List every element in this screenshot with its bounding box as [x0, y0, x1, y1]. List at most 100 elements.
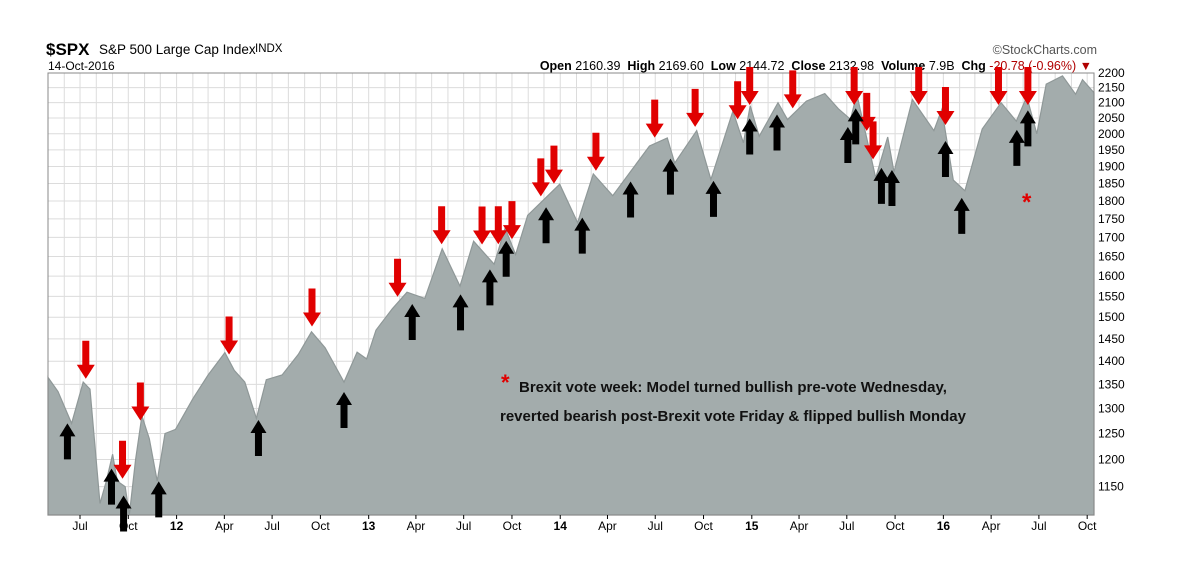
sell-signal-arrow [909, 67, 928, 105]
x-tick-label: 12 [170, 519, 184, 533]
sell-signal-arrow [586, 132, 605, 171]
sell-signal-arrow [783, 70, 802, 109]
y-tick-label: 1650 [1098, 249, 1125, 263]
sell-signal-arrow [388, 258, 407, 297]
y-tick-label: 1450 [1098, 332, 1125, 346]
x-tick-label: Jul [839, 519, 854, 533]
x-tick-label: Jul [648, 519, 663, 533]
open-value: 2160.39 [575, 59, 621, 73]
y-tick-label: 1200 [1098, 453, 1125, 467]
buy-signal-arrow [883, 170, 900, 207]
sell-signal-arrow [845, 67, 864, 105]
sell-signal-arrow [1018, 67, 1037, 105]
index-tag: INDX [255, 43, 283, 55]
sell-signal-arrow [502, 201, 521, 240]
sell-signal-arrow [113, 440, 132, 479]
y-tick-label: 1550 [1098, 289, 1125, 303]
buy-signal-arrow [622, 181, 639, 218]
sell-signal-arrow [936, 87, 955, 126]
volume-label: Volume [881, 59, 926, 73]
x-tick-label: Jul [1031, 519, 1046, 533]
x-tick-label: 15 [745, 519, 759, 533]
ohlc-readout: Open 2160.39 High 2169.60 Low 2144.72 Cl… [540, 59, 1092, 73]
buy-signal-arrow [705, 180, 722, 217]
y-tick-label: 1300 [1098, 401, 1125, 415]
buy-signal-arrow [336, 392, 353, 429]
y-tick-label: 1700 [1098, 230, 1125, 244]
brexit-asterisk-marker: * [1022, 189, 1032, 216]
close-value: 2132.98 [828, 59, 875, 73]
buy-signal-arrow [847, 108, 864, 145]
high-label: High [627, 59, 656, 73]
sell-signal-arrow [302, 288, 321, 327]
x-tick-label: Apr [790, 519, 809, 533]
plot-frame [47, 72, 1095, 516]
y-tick-label: 1750 [1098, 212, 1125, 226]
buy-signal-arrow [498, 240, 515, 277]
y-tick-label: 1950 [1098, 143, 1125, 157]
chg-down-icon: ▼ [1079, 59, 1092, 73]
y-tick-label: 1850 [1098, 176, 1125, 190]
buy-signal-arrow [873, 167, 890, 204]
low-label: Low [710, 59, 736, 73]
x-tick-label: Apr [598, 519, 617, 533]
price-area [47, 75, 1095, 516]
sell-signal-arrow [728, 81, 747, 120]
brand-watermark: ©StockCharts.com [992, 43, 1097, 57]
x-tick-label: 16 [937, 519, 951, 533]
x-tick-label: 13 [362, 519, 376, 533]
buy-signal-arrow [953, 197, 970, 234]
sell-signal-arrow [645, 99, 664, 138]
x-tick-label: Oct [311, 519, 330, 533]
x-tick-label: Jul [264, 519, 279, 533]
sell-signal-arrow [544, 145, 563, 184]
buy-signal-arrow [481, 269, 498, 306]
note-asterisk: * [501, 370, 510, 395]
y-tick-label: 1150 [1098, 480, 1124, 494]
annotation: * Brexit vote week: Model turned bullish… [500, 189, 1032, 425]
buy-signal-arrow [250, 420, 267, 457]
chg-value: -20.78 (-0.96%) [989, 59, 1077, 73]
x-tick-label: Apr [982, 519, 1001, 533]
y-tick-label: 2150 [1098, 81, 1125, 95]
sell-signal-arrow [989, 67, 1008, 105]
buy-signal-arrow [741, 118, 758, 155]
sell-signal-arrow [864, 121, 883, 160]
sell-signal-arrow [220, 316, 239, 355]
sell-signal-arrow [76, 340, 95, 379]
y-tick-label: 2000 [1098, 127, 1125, 141]
chg-label: Chg [961, 59, 986, 73]
buy-signal-arrow [59, 423, 76, 460]
buy-signal-arrow [768, 114, 785, 151]
volume-value: 7.9B [928, 59, 955, 73]
x-tick-label: Jul [456, 519, 471, 533]
buy-signal-arrow [452, 294, 469, 331]
sell-signal-arrow [686, 88, 705, 127]
x-tick-label: Jul [72, 519, 87, 533]
buy-signal-arrow [538, 207, 555, 244]
y-tick-label: 1800 [1098, 194, 1125, 208]
annotation-line-2: reverted bearish post-Brexit vote Friday… [500, 408, 967, 425]
y-tick-label: 1600 [1098, 269, 1125, 283]
x-tick-label: Apr [407, 519, 426, 533]
sell-signal-arrow [131, 382, 150, 421]
buy-signal-arrow [662, 158, 679, 195]
sell-signal-arrow [473, 206, 492, 245]
signal-arrows [59, 67, 1037, 532]
x-tick-label: Oct [503, 519, 522, 533]
symbol-label: $SPX [46, 40, 90, 59]
plot-border [47, 72, 1095, 516]
annotation-line-1: Brexit vote week: Model turned bullish p… [519, 379, 947, 396]
y-tick-label: 1400 [1098, 354, 1125, 368]
buy-signal-arrow [839, 126, 856, 163]
y-tick-label: 1350 [1098, 377, 1125, 391]
x-tick-label: Apr [215, 519, 234, 533]
buy-signal-arrow [1019, 110, 1036, 147]
buy-signal-arrow [937, 141, 954, 178]
x-tick-label: Oct [694, 519, 713, 533]
y-tick-label: 1250 [1098, 426, 1125, 440]
y-tick-label: 2100 [1098, 96, 1125, 110]
chart-date: 14-Oct-2016 [48, 59, 115, 73]
